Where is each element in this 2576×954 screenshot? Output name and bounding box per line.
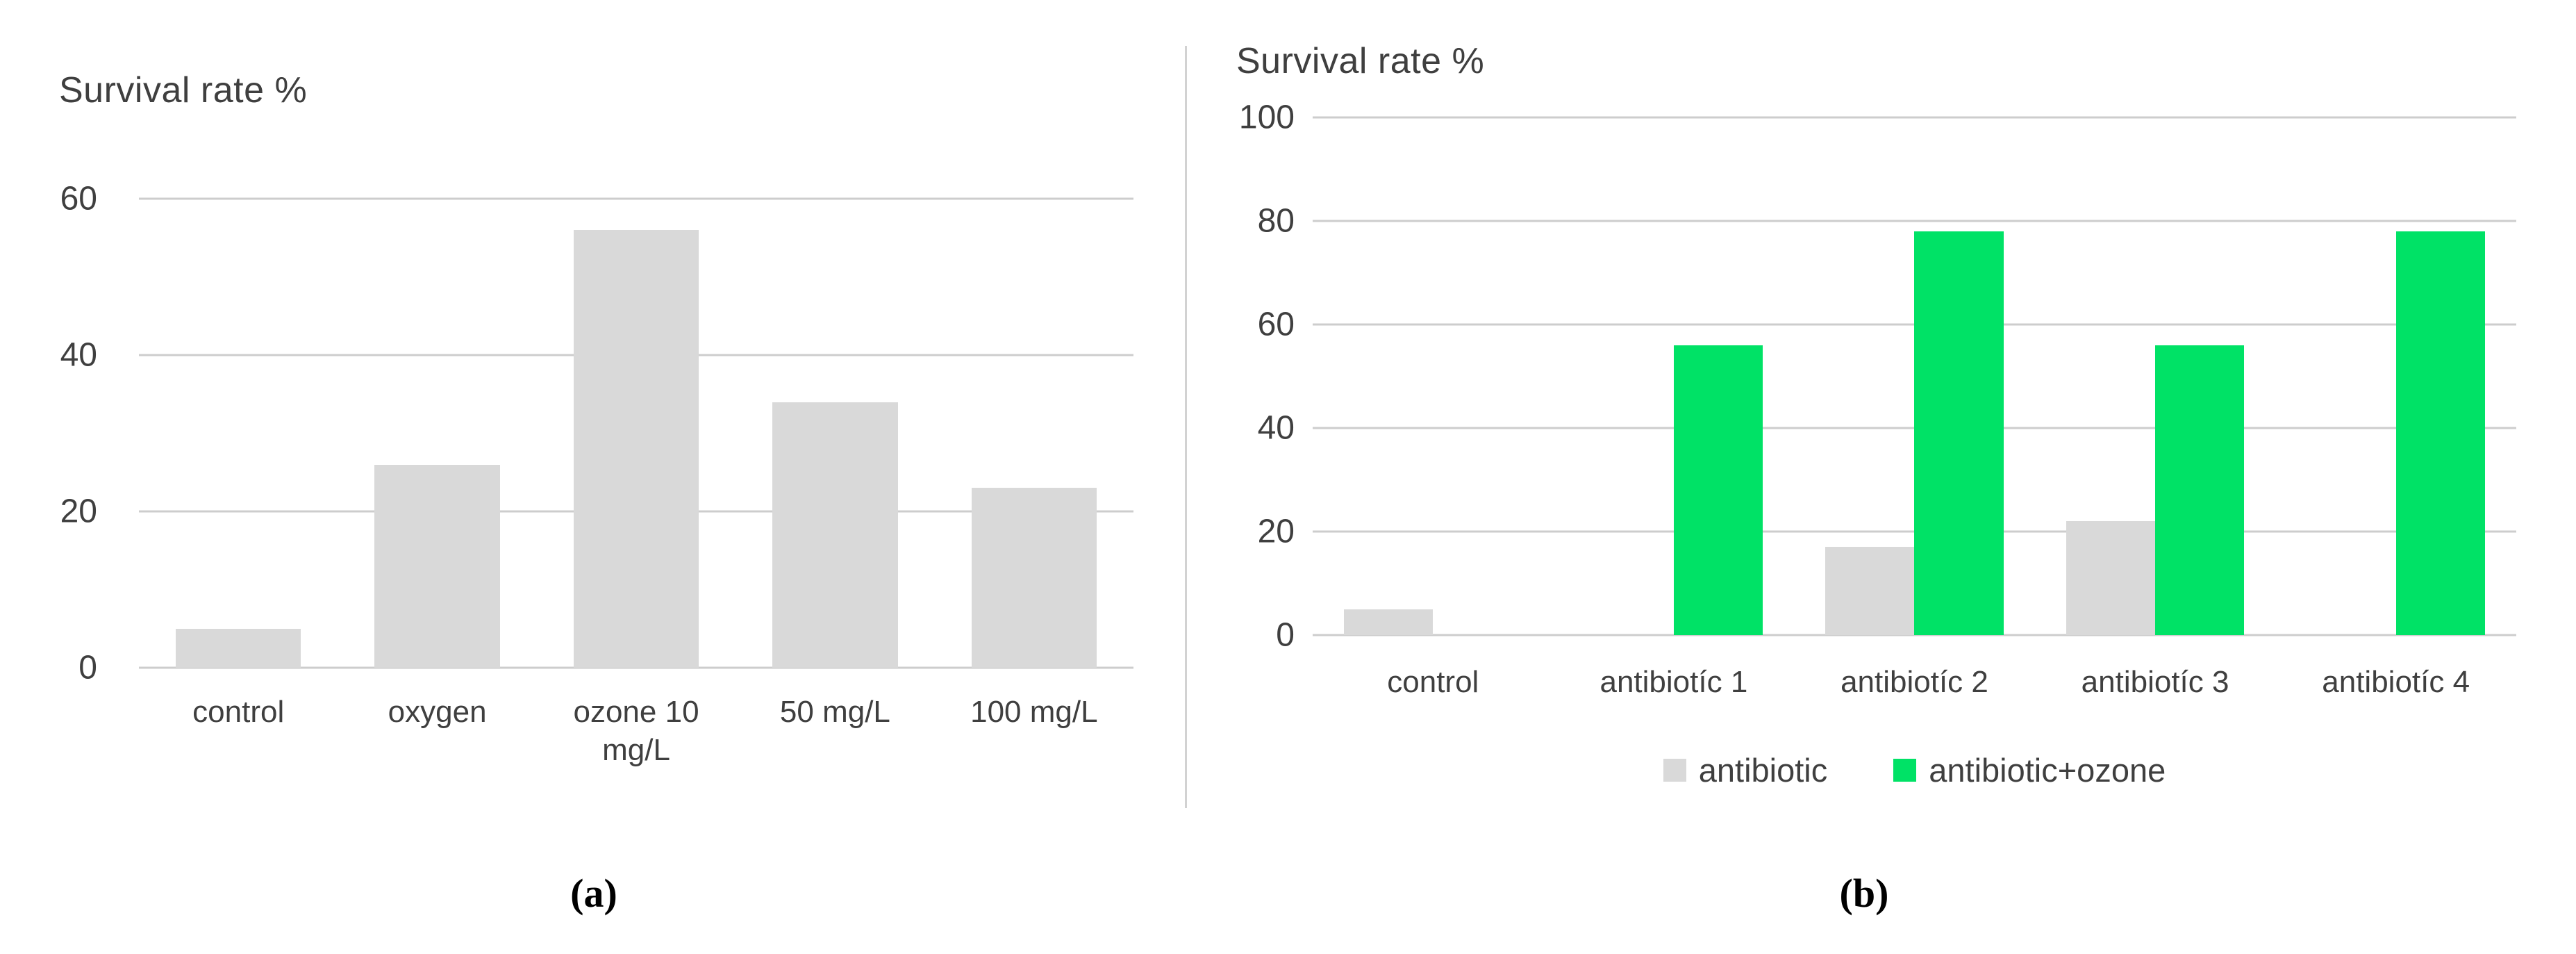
y-tick-label-40: 40 [60,336,97,374]
legend-label-antibiotic: antibiotic [1698,752,1828,789]
gridline-100 [1313,116,2516,119]
x-label-slot-antibiot-c-3: antibiotíc 3 [2035,663,2276,701]
bar-antibiotic-control [1344,609,1434,635]
x-label-slot-50-mg-l: 50 mg/L [736,693,934,769]
chart-b-plot-area [1313,116,2516,636]
x-label-slot-antibiot-c-4: antibiotíc 4 [2275,663,2516,701]
chart-a-survival-rate: Survival rate % 0 20 40 60 control oxygen ozo… [59,69,1133,769]
x-axis-label-antibiot-c-1: antibiotíc 1 [1599,665,1748,699]
chart-b-survival-rate: Survival rate % 0 20 40 60 80 100 control anti… [1212,40,2516,789]
x-axis-label-antibiot-c-3: antibiotíc 3 [2081,665,2229,699]
y-tick-label-80: 80 [1257,202,1295,240]
bar-group-oxygen [338,199,536,668]
chart-b-y-axis: 0 20 40 60 80 100 [1212,99,1313,654]
chart-a-x-axis-labels: control oxygen ozone 10 mg/L 50 mg/L 100 mg/… [139,693,1133,769]
bar-antibiotic-ozone-antibiot-c-1 [1673,345,1763,635]
chart-a-y-axis: 0 20 40 60 [59,181,139,686]
y-tick-label-60: 60 [1257,306,1295,343]
gridline-0 [139,666,1133,669]
x-label-slot-antibiot-c-2: antibiotíc 2 [1794,663,2035,701]
bars-layer [139,199,1133,668]
gridline-0 [1313,634,2516,636]
x-axis-label-oxygen: oxygen [388,695,487,729]
y-tick-label-0: 0 [1276,616,1295,654]
bar-group-antibiot-c-3 [2035,117,2276,635]
x-label-slot-control: control [1313,663,1554,701]
bar-antibiotic-ozone-antibiot-c-2 [1914,231,2004,635]
x-axis-label-control: control [192,695,285,729]
bar-group-antibiot-c-4 [2275,117,2516,635]
gridline-60 [139,197,1133,200]
y-tick-label-20: 20 [1257,513,1295,550]
gridline-80 [1313,220,2516,222]
bar-50-mg-l [772,402,898,668]
bar-antibiotic-antibiot-c-2 [1825,547,1915,635]
chart-b-title: Survival rate % [1236,41,1485,81]
x-axis-label-100-mg-l: 100 mg/L [970,695,1098,729]
legend-swatch-antibiotic-ozone [1893,759,1917,782]
x-label-slot-control: control [139,693,338,769]
bar-group-ozone-10-mg-l [537,199,736,668]
legend-item-antibiotic: antibiotic [1663,751,1828,789]
legend-swatch-antibiotic [1663,759,1686,782]
caption-a: (a) [570,871,617,916]
chart-b-x-axis-labels: control antibiotíc 1 antibiotíc 2 antibiotí… [1313,663,2516,701]
bar-antibiotic-antibiot-c-3 [2066,521,2156,635]
chart-a-title: Survival rate % [59,70,308,110]
bar-group-100-mg-l [935,199,1133,668]
chart-b-legend: antibiotic antibiotic+ozone [1313,751,2516,789]
chart-a-plot-area [139,197,1133,669]
panel-divider-line [1185,46,1187,808]
x-label-slot-antibiot-c-1: antibiotíc 1 [1554,663,1795,701]
x-axis-label-control: control [1387,665,1479,699]
chart-a-plot-row: 0 20 40 60 [59,181,1133,686]
x-label-slot-100-mg-l: 100 mg/L [935,693,1133,769]
bar-group-control [139,199,338,668]
bar-antibiotic-ozone-antibiot-c-4 [2395,231,2485,635]
y-tick-label-0: 0 [78,649,97,686]
bar-oxygen [374,464,500,668]
bar-group-control [1313,117,1554,635]
y-tick-label-60: 60 [60,180,97,217]
bar-100-mg-l [971,488,1097,668]
chart-b-plot-row: 0 20 40 60 80 100 [1212,99,2516,654]
bar-ozone-10-mg-l [573,230,699,668]
x-axis-label-50-mg-l: 50 mg/L [779,695,890,729]
caption-b: (b) [1839,871,1889,916]
legend-item-antibiotic-ozone: antibiotic+ozone [1893,751,2166,789]
bar-group-50-mg-l [736,199,934,668]
bar-control [175,628,301,668]
x-axis-label-antibiot-c-4: antibiotíc 4 [2322,665,2470,699]
x-axis-label-antibiot-c-2: antibiotíc 2 [1840,665,1988,699]
bars-layer [1313,117,2516,635]
x-label-slot-ozone-10-mg-l: ozone 10 mg/L [537,693,736,769]
x-label-slot-oxygen: oxygen [338,693,536,769]
legend-label-antibiotic-ozone: antibiotic+ozone [1929,752,2166,789]
y-tick-label-100: 100 [1238,99,1295,136]
y-tick-label-20: 20 [60,493,97,530]
y-tick-label-40: 40 [1257,409,1295,447]
bar-group-antibiot-c-2 [1794,117,2035,635]
x-axis-label-ozone-10-mg-l: ozone 10 mg/L [573,695,699,767]
bar-antibiotic-ozone-antibiot-c-3 [2155,345,2245,635]
bar-group-antibiot-c-1 [1554,117,1795,635]
